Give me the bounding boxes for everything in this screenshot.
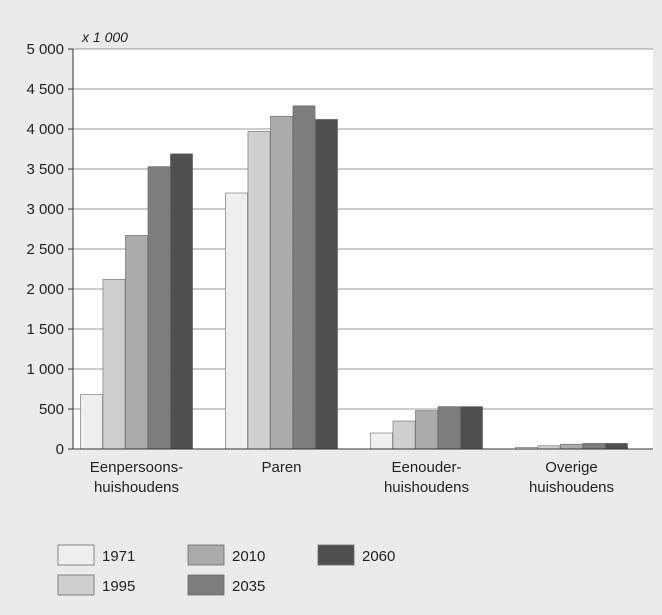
category-label-line: Eenouder- <box>391 459 461 476</box>
y-tick-label: 0 <box>56 441 64 458</box>
y-tick-label: 5 000 <box>26 41 64 58</box>
bar-2035-0 <box>147 166 171 450</box>
y-tick-label: 4 500 <box>26 81 64 98</box>
legend-swatch <box>57 574 95 596</box>
legend-label: 2060 <box>362 548 395 565</box>
legend-swatch <box>187 574 225 596</box>
category-label: Overige huishoudens <box>529 459 614 496</box>
y-tick-label: 3 000 <box>26 201 64 218</box>
category-label-line: huishoudens <box>384 479 469 496</box>
legend-label: 2035 <box>232 578 265 595</box>
bars <box>80 105 628 450</box>
y-tick-label: 1 000 <box>26 361 64 378</box>
bar-2060-0 <box>170 153 193 450</box>
y-tick-label: 2 000 <box>26 281 64 298</box>
legend-item-2035: 2035 <box>187 574 265 596</box>
legend-swatch <box>187 544 225 566</box>
category-label: Eenouder-huishoudens <box>384 459 469 496</box>
category-label-line: Paren <box>261 459 301 476</box>
bar-2010-1 <box>270 115 293 450</box>
category-label-line: huishoudens <box>94 479 179 496</box>
legend-label: 1995 <box>102 578 135 595</box>
bar-2060-2 <box>460 406 483 450</box>
category-label: Paren <box>261 459 301 476</box>
y-axis-ticks: 0 500 1 000 1 500 2 000 2 500 3 000 3 500 4 000 4… <box>26 41 73 458</box>
bar-2010-2 <box>415 410 438 450</box>
legend: 1971 1995 2010 2035 2060 <box>57 544 395 596</box>
legend-label: 2010 <box>232 548 265 565</box>
category-label-line: Overige <box>545 459 598 476</box>
bar-1995-1 <box>247 131 271 450</box>
bar-1971-1 <box>225 192 248 450</box>
y-tick-label: 500 <box>39 401 64 418</box>
y-tick-label: 3 500 <box>26 161 64 178</box>
legend-swatch <box>57 544 95 566</box>
category-label: Eenpersoons-huishoudens <box>90 459 183 496</box>
bar-1995-0 <box>102 279 126 450</box>
bar-2010-3 <box>560 443 583 450</box>
bar-1971-0 <box>80 394 103 450</box>
y-tick-label: 2 500 <box>26 241 64 258</box>
legend-item-2010: 2010 <box>187 544 265 566</box>
legend-swatch <box>317 544 355 566</box>
bar-1995-2 <box>392 420 416 450</box>
bar-2010-0 <box>125 235 148 450</box>
bar-2060-1 <box>315 119 338 450</box>
legend-item-1971: 1971 <box>57 544 135 566</box>
category-labels: Eenpersoons-huishoudens Paren Eenouder-hui… <box>90 459 614 496</box>
category-label-line: Eenpersoons- <box>90 459 183 476</box>
y-tick-label: 1 500 <box>26 321 64 338</box>
bar-2035-3 <box>582 443 606 450</box>
category-label-line: huishoudens <box>529 479 614 496</box>
unit-label: x 1 000 <box>81 29 128 45</box>
bar-1971-2 <box>370 432 393 450</box>
legend-label: 1971 <box>102 548 135 565</box>
bar-2035-2 <box>437 406 461 450</box>
legend-item-2060: 2060 <box>317 544 395 566</box>
bar-2060-3 <box>605 443 628 450</box>
legend-item-1995: 1995 <box>57 574 135 596</box>
y-tick-label: 4 000 <box>26 121 64 138</box>
bar-2035-1 <box>292 105 316 450</box>
